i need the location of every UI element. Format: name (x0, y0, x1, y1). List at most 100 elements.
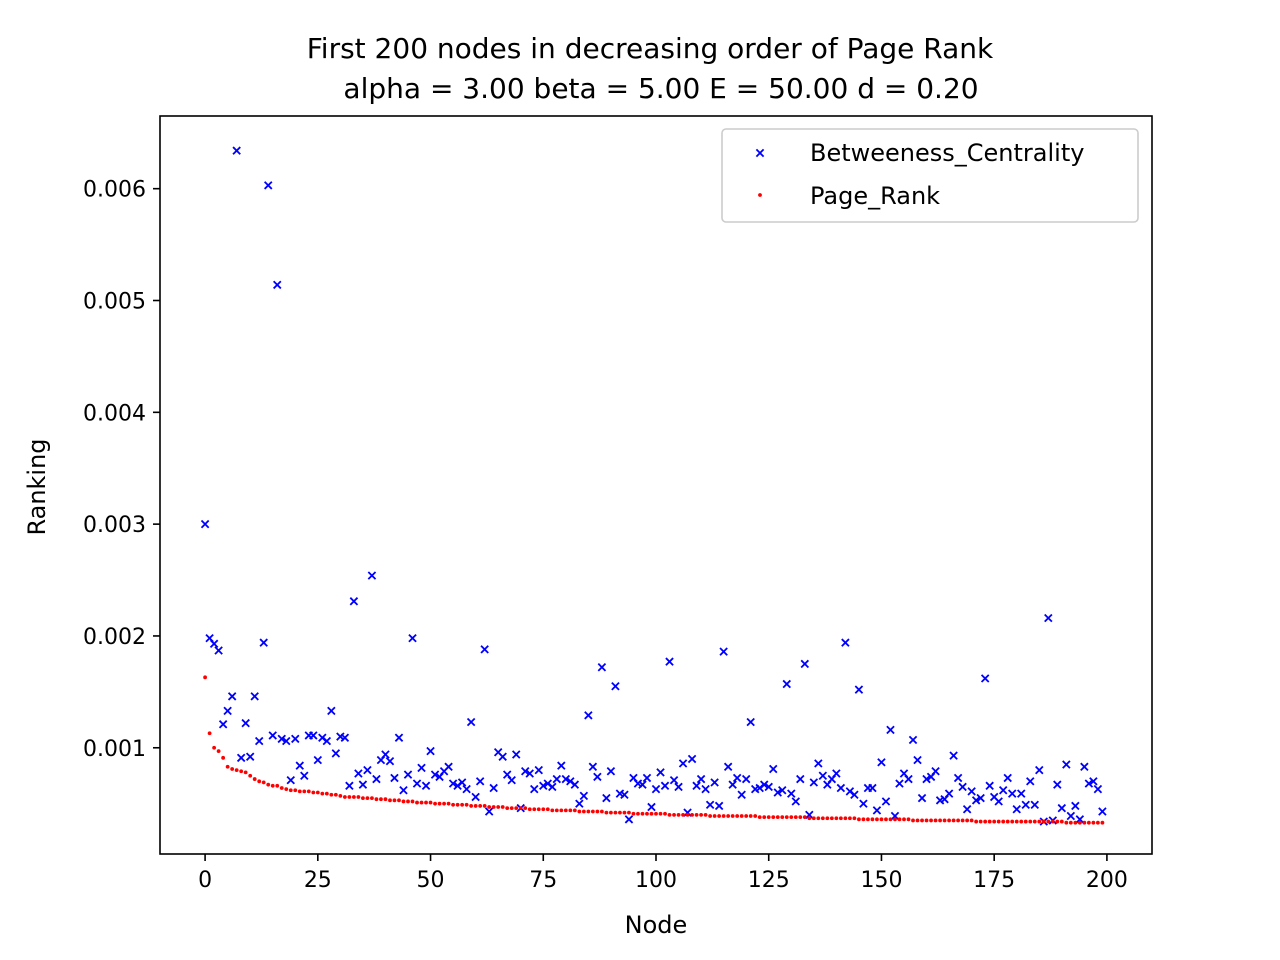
data-point (877, 758, 886, 767)
data-point (1059, 819, 1064, 824)
legend-dot-marker (758, 193, 762, 197)
y-tick-label: 0.002 (83, 625, 146, 650)
data-point (1010, 819, 1015, 824)
data-point (609, 810, 613, 815)
data-point (778, 786, 787, 795)
data-point (836, 783, 846, 793)
data-point (557, 761, 566, 770)
data-point (1026, 777, 1035, 786)
data-point (426, 746, 435, 756)
data-point (309, 731, 318, 740)
data-point (394, 733, 404, 742)
data-point (401, 799, 406, 804)
data-point (259, 638, 268, 647)
data-point (893, 817, 897, 822)
data-point (949, 751, 958, 760)
data-point (624, 815, 634, 824)
data-point (847, 816, 852, 821)
data-point (620, 790, 629, 799)
data-point (406, 799, 410, 804)
data-point (590, 809, 595, 814)
data-point (295, 761, 305, 770)
data-point (469, 804, 474, 808)
data-point (960, 818, 965, 823)
data-point (534, 765, 544, 775)
data-point (338, 793, 343, 798)
data-point (732, 773, 742, 783)
data-point (457, 778, 467, 787)
data-point (329, 792, 334, 797)
data-point (518, 806, 523, 811)
data-point (327, 706, 336, 716)
data-point (419, 800, 424, 805)
x-tick-label: 0 (198, 868, 212, 893)
data-point (622, 810, 627, 815)
data-point (1032, 819, 1037, 824)
data-point (584, 711, 593, 720)
data-point (798, 815, 803, 819)
data-point (667, 812, 672, 817)
data-point (976, 793, 985, 803)
data-point (980, 674, 990, 683)
data-point (944, 789, 954, 798)
data-point (838, 816, 843, 821)
data-point (875, 817, 879, 822)
data-point (221, 755, 226, 760)
data-point (618, 810, 622, 815)
data-point (647, 802, 656, 812)
data-point (1023, 819, 1028, 824)
data-point (866, 817, 870, 822)
data-point (203, 675, 207, 680)
data-point (818, 771, 828, 780)
data-point (649, 811, 654, 816)
data-point (484, 807, 494, 816)
data-point (372, 774, 381, 784)
data-point (897, 817, 902, 822)
data-point (230, 767, 235, 771)
data-point (356, 795, 361, 799)
data-point (807, 816, 812, 821)
data-point (579, 791, 589, 801)
data-point (962, 805, 972, 814)
data-point (263, 181, 273, 190)
data-point (489, 783, 498, 793)
data-point (324, 791, 329, 796)
data-point (692, 781, 701, 791)
data-point (789, 815, 794, 819)
data-point (507, 775, 516, 785)
data-point (408, 633, 417, 643)
data-point (852, 816, 857, 821)
data-point (288, 788, 293, 793)
data-point (586, 809, 591, 814)
data-point (442, 801, 446, 806)
data-point (390, 773, 399, 783)
data-point (475, 777, 485, 786)
data-point (1012, 805, 1021, 814)
data-point (974, 819, 979, 824)
data-point (784, 815, 789, 819)
data-point (225, 764, 230, 769)
data-point (370, 796, 374, 800)
data-point (322, 736, 332, 746)
data-point (333, 792, 338, 797)
y-axis-label: Ranking (23, 438, 51, 535)
data-point (816, 816, 821, 821)
data-point (239, 769, 244, 774)
data-point (739, 814, 744, 818)
data-point (1062, 760, 1071, 769)
data-point (708, 814, 713, 818)
data-point (998, 786, 1008, 795)
data-point (965, 818, 970, 823)
data-point (645, 811, 649, 816)
data-point (367, 571, 377, 580)
data-point (881, 797, 891, 806)
data-point (1098, 807, 1107, 816)
data-point (272, 280, 282, 290)
data-point (577, 809, 582, 814)
data-point (487, 805, 492, 809)
data-point (870, 817, 875, 822)
data-point (236, 753, 246, 763)
data-point (996, 819, 1001, 824)
data-point (987, 819, 992, 824)
data-point (347, 795, 352, 799)
